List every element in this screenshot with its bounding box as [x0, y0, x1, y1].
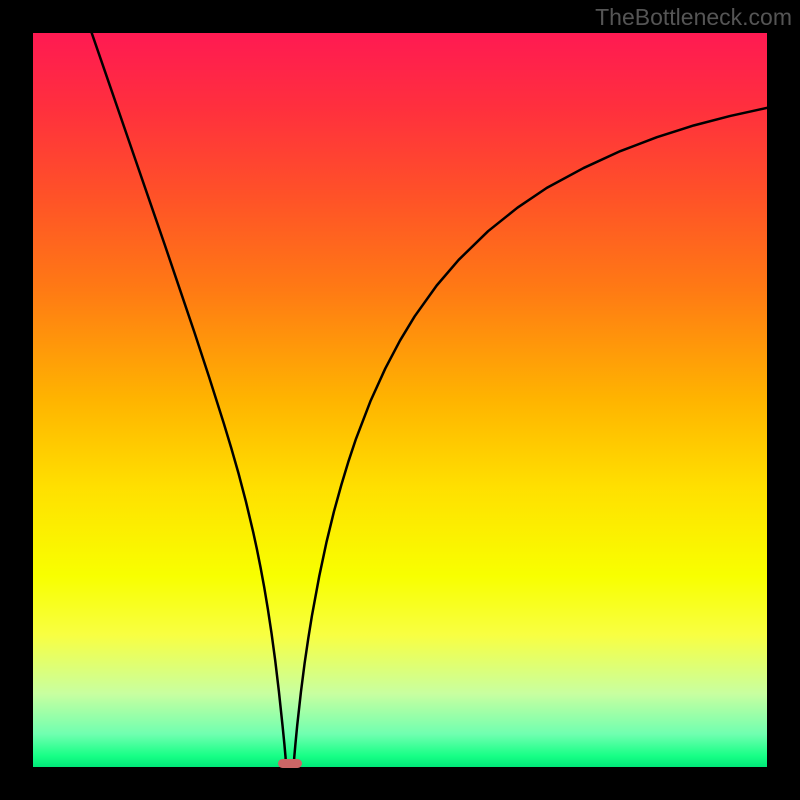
- minimum-marker: [278, 759, 301, 769]
- gradient-background: [33, 33, 767, 767]
- watermark-text: TheBottleneck.com: [595, 4, 792, 31]
- plot-area: [33, 33, 767, 767]
- chart-frame: TheBottleneck.com: [0, 0, 800, 800]
- plot-svg: [33, 33, 767, 767]
